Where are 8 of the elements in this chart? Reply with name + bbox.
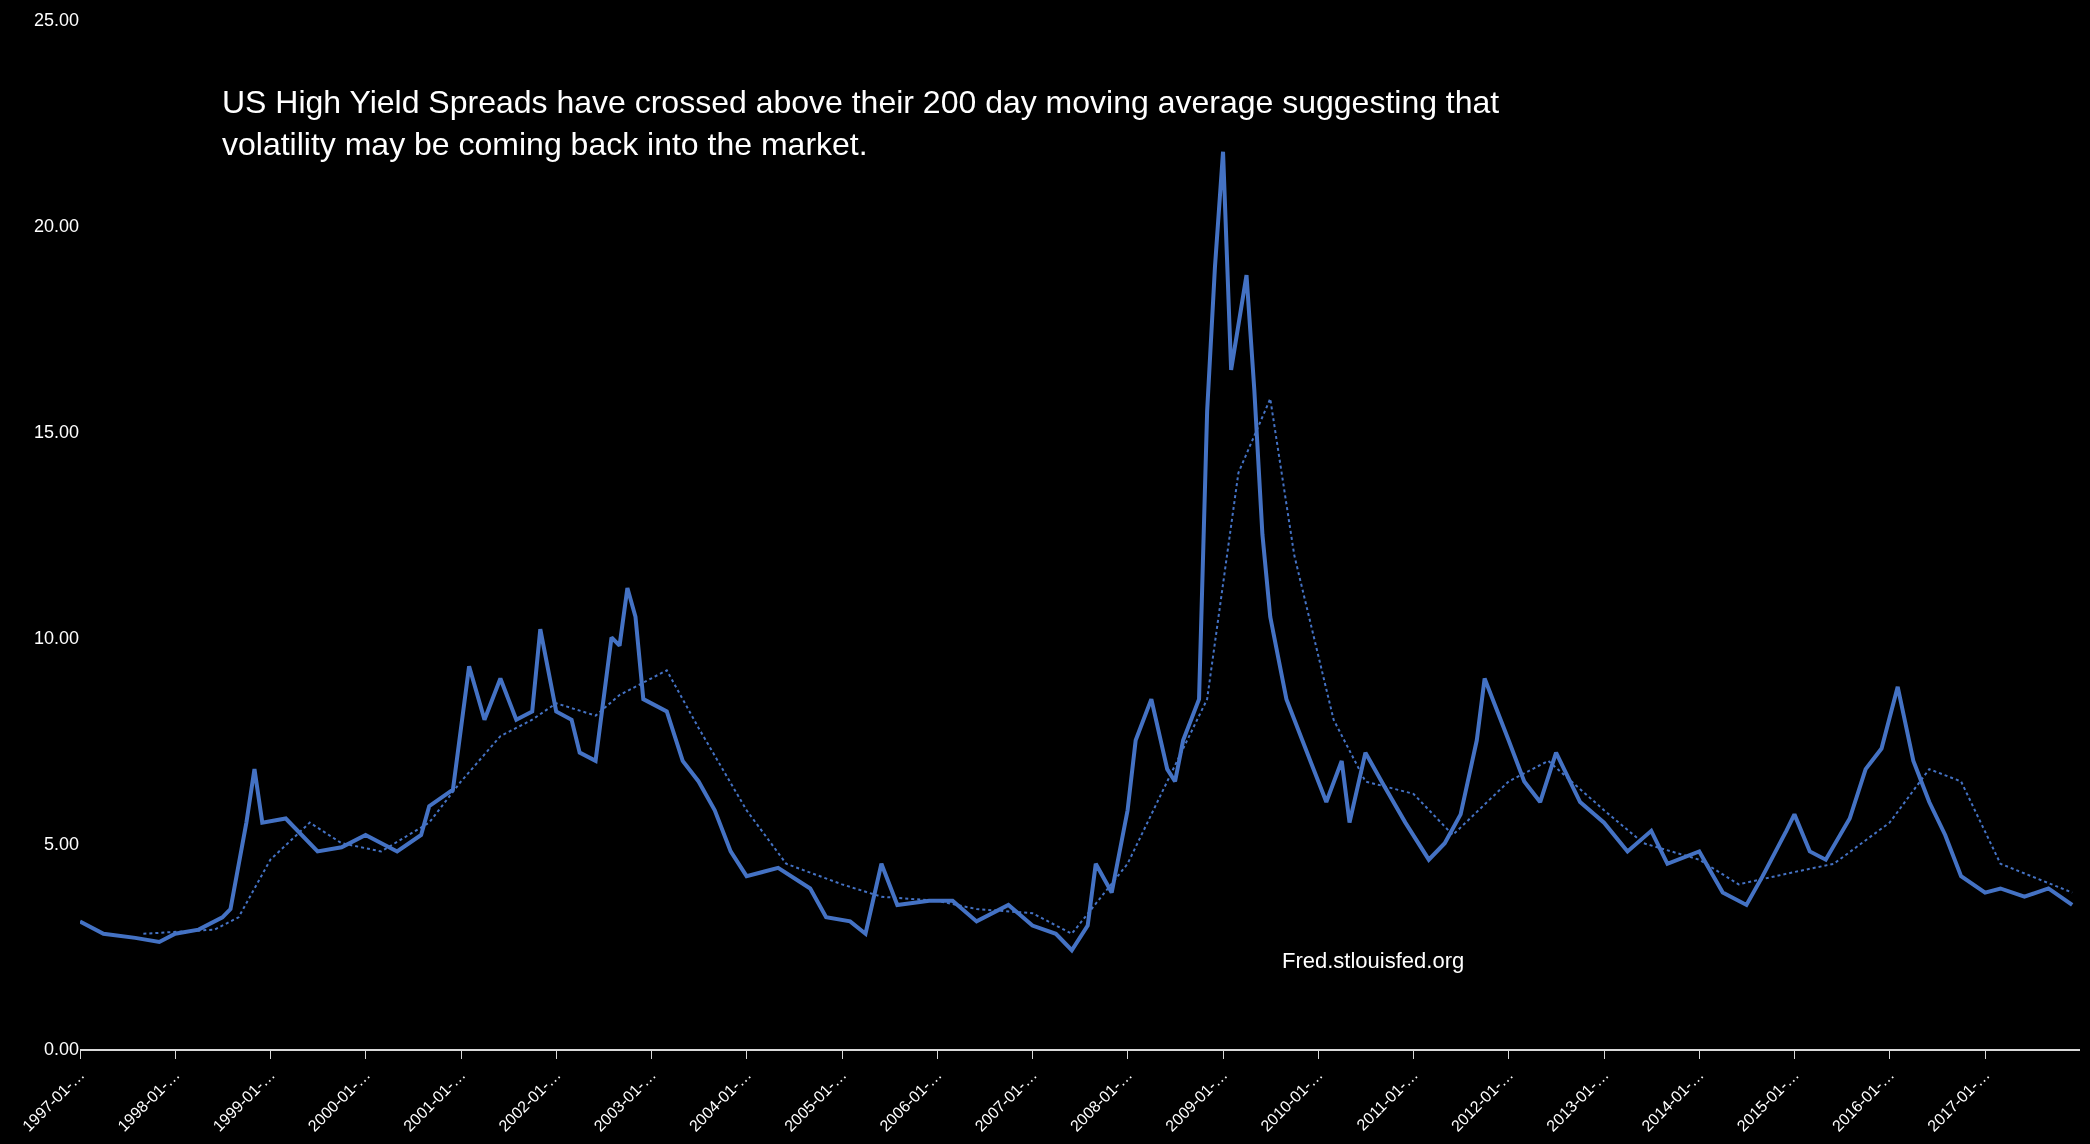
y-tick-label: 5.00: [43, 833, 79, 854]
y-tick-label: 10.00: [33, 627, 79, 648]
annotation: Fred.stlouisfed.org: [1282, 948, 1465, 973]
y-tick-label: 20.00: [33, 216, 79, 237]
annotation: US High Yield Spreads have crossed above their 200 day moving average suggesting that volatility may be coming back into the market.: [222, 84, 1500, 162]
y-tick-label: 25.00: [33, 10, 79, 31]
y-tick-label: 15.00: [33, 421, 79, 442]
y-tick-label: 0.00: [43, 1039, 79, 1060]
